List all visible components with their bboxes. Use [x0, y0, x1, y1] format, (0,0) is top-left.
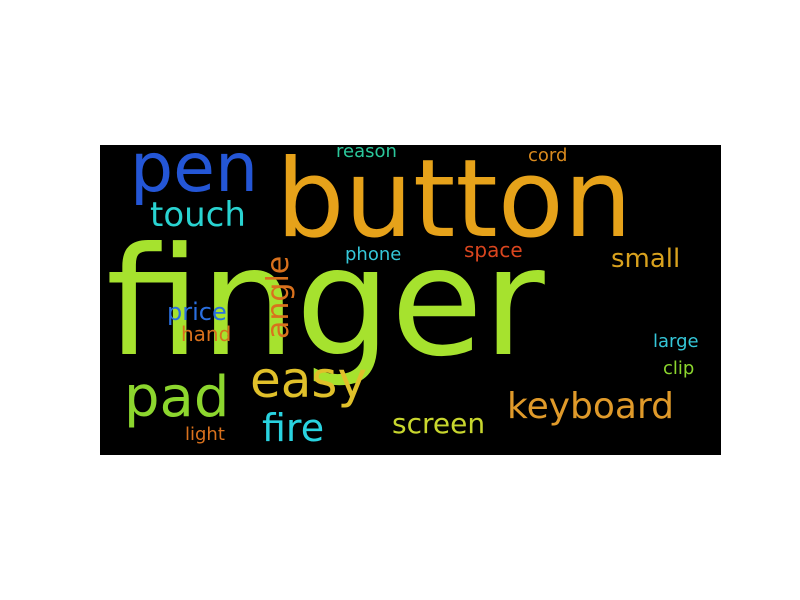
word-angle: angle: [261, 255, 296, 339]
word-clip: clip: [663, 358, 695, 379]
word-cloud: finger button pen touch reason cord angl…: [100, 145, 721, 455]
word-keyboard: keyboard: [507, 386, 674, 427]
word-light: light: [185, 424, 225, 445]
word-cord: cord: [528, 145, 568, 166]
word-pen: pen: [130, 145, 259, 208]
word-touch: touch: [150, 195, 246, 235]
word-easy: easy: [250, 351, 368, 409]
word-phone: phone: [345, 244, 402, 265]
word-screen: screen: [392, 407, 486, 440]
word-hand: hand: [181, 322, 232, 346]
word-large: large: [653, 331, 699, 352]
word-pad: pad: [124, 365, 230, 430]
word-space: space: [464, 238, 523, 262]
word-reason: reason: [336, 145, 397, 162]
word-small: small: [611, 244, 681, 274]
word-finger: finger: [106, 216, 545, 390]
word-price: price: [167, 298, 227, 326]
word-fire: fire: [262, 406, 325, 450]
word-button: button: [276, 145, 633, 262]
